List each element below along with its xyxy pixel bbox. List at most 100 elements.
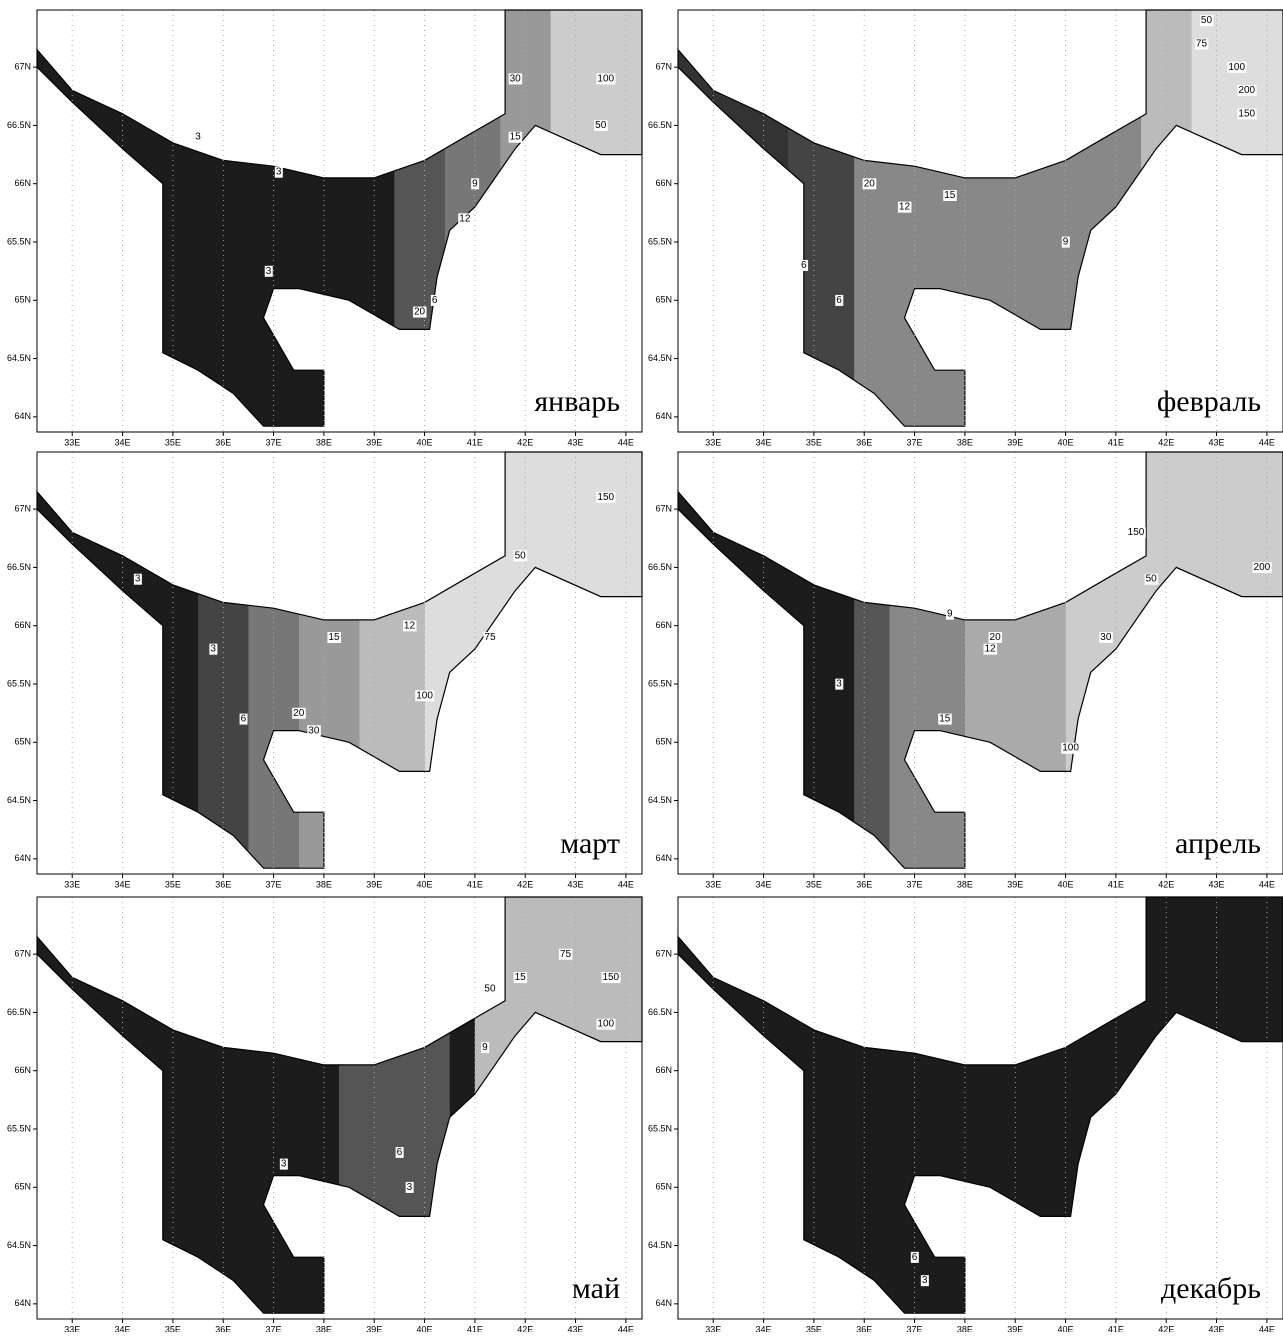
contour-label: 150 (1128, 527, 1145, 538)
lon-tick-label: 42E (1158, 879, 1174, 889)
contour-band (889, 452, 964, 874)
contour-label: 15 (939, 714, 951, 725)
contour-label: 12 (459, 213, 471, 224)
map-panel: 33E34E35E36E37E38E39E40E41E42E43E44E64N6… (7, 452, 646, 889)
lat-tick-label: 65.5N (7, 1123, 31, 1133)
lon-tick-label: 36E (215, 1324, 231, 1332)
map-panel: 33E34E35E36E37E38E39E40E41E42E43E44E64N6… (648, 452, 1283, 889)
lon-tick-label: 44E (1259, 1324, 1275, 1332)
lon-tick-label: 34E (115, 879, 131, 889)
contour-label: 3 (922, 1275, 928, 1286)
lon-tick-label: 39E (1007, 437, 1023, 447)
lon-tick-label: 37E (907, 1324, 923, 1332)
contour-label: 12 (404, 620, 416, 631)
lat-tick-label: 64N (655, 411, 672, 421)
lon-tick-label: 41E (467, 1324, 483, 1332)
lon-tick-label: 37E (266, 1324, 282, 1332)
contour-label: 200 (1238, 85, 1255, 96)
lon-tick-label: 38E (316, 879, 332, 889)
lon-tick-label: 34E (756, 437, 772, 447)
lon-tick-label: 43E (568, 1324, 584, 1332)
lat-tick-label: 65N (14, 295, 31, 305)
contour-band (789, 10, 854, 432)
lat-tick-label: 65.5N (7, 236, 31, 246)
lon-tick-label: 35E (165, 1324, 181, 1332)
lat-tick-label: 65N (655, 295, 672, 305)
contour-label: 9 (472, 178, 478, 189)
contour-label: 150 (602, 972, 619, 983)
contour-label: 9 (482, 1042, 488, 1053)
contour-band (475, 897, 646, 1319)
lon-tick-label: 44E (618, 879, 634, 889)
contour-label: 100 (416, 690, 433, 701)
lon-tick-label: 33E (705, 1324, 721, 1332)
lon-tick-label: 40E (417, 879, 433, 889)
lat-tick-label: 65.5N (7, 678, 31, 688)
contour-label: 15 (515, 972, 527, 983)
lon-tick-label: 43E (1209, 1324, 1225, 1332)
lon-tick-label: 39E (1007, 1324, 1023, 1332)
contour-band (359, 452, 424, 874)
lon-tick-label: 38E (957, 437, 973, 447)
lon-tick-label: 40E (417, 1324, 433, 1332)
lon-tick-label: 42E (517, 437, 533, 447)
lat-tick-label: 67N (655, 503, 672, 513)
lon-tick-label: 40E (1058, 437, 1074, 447)
contour-band (678, 10, 789, 432)
lon-tick-label: 41E (1108, 1324, 1124, 1332)
contour-band (1066, 452, 1283, 874)
lon-tick-label: 41E (467, 437, 483, 447)
contour-band (339, 897, 450, 1319)
contour-label: 50 (515, 550, 527, 561)
contour-label: 30 (510, 73, 522, 84)
lon-tick-label: 40E (1058, 1324, 1074, 1332)
sea-field (678, 897, 1283, 1313)
lon-tick-label: 33E (705, 879, 721, 889)
lon-tick-label: 40E (417, 437, 433, 447)
lon-tick-label: 37E (907, 437, 923, 447)
lon-tick-label: 40E (1058, 879, 1074, 889)
lat-tick-label: 65.5N (648, 1123, 672, 1133)
contour-label: 6 (801, 260, 807, 271)
lon-tick-label: 34E (115, 1324, 131, 1332)
contour-label: 15 (944, 190, 956, 201)
lon-tick-label: 43E (1209, 879, 1225, 889)
contour-label: 50 (1146, 574, 1158, 585)
lat-tick-label: 65.5N (648, 678, 672, 688)
lon-tick-label: 35E (806, 437, 822, 447)
lat-tick-label: 66N (14, 1065, 31, 1075)
lon-tick-label: 37E (266, 437, 282, 447)
lat-tick-label: 65N (14, 1182, 31, 1192)
contour-label: 150 (1238, 108, 1255, 119)
contour-label: 20 (990, 632, 1002, 643)
lat-tick-label: 66.5N (648, 562, 672, 572)
lon-tick-label: 36E (856, 879, 872, 889)
lat-tick-label: 64.5N (648, 353, 672, 363)
lon-tick-label: 35E (165, 879, 181, 889)
contour-label: 9 (947, 609, 953, 620)
lon-tick-label: 36E (856, 1324, 872, 1332)
lon-tick-label: 43E (568, 879, 584, 889)
lon-tick-label: 41E (467, 879, 483, 889)
lat-tick-label: 67N (655, 948, 672, 958)
lat-tick-label: 64.5N (7, 353, 31, 363)
lon-tick-label: 41E (1108, 879, 1124, 889)
contour-label: 3 (281, 1159, 287, 1170)
contour-label: 200 (1254, 562, 1271, 573)
lon-tick-label: 35E (806, 879, 822, 889)
contour-label: 3 (266, 266, 272, 277)
month-label: май (572, 1272, 620, 1305)
lat-tick-label: 67N (655, 61, 672, 71)
lat-tick-label: 66N (655, 1065, 672, 1075)
contour-label: 6 (397, 1147, 403, 1158)
month-label: февраль (1157, 385, 1261, 418)
lon-tick-label: 38E (316, 437, 332, 447)
contour-label: 20 (293, 708, 305, 719)
lon-tick-label: 37E (266, 879, 282, 889)
figure: 33E 34E 35E 36E 37E 38E 39E 40E 41E 42E 43E 44E 64N 6… (0, 0, 1283, 1332)
lon-tick-label: 44E (618, 1324, 634, 1332)
contour-label: 6 (432, 295, 438, 306)
lon-tick-label: 43E (568, 437, 584, 447)
lat-tick-label: 67N (14, 503, 31, 513)
lon-tick-label: 39E (366, 1324, 382, 1332)
